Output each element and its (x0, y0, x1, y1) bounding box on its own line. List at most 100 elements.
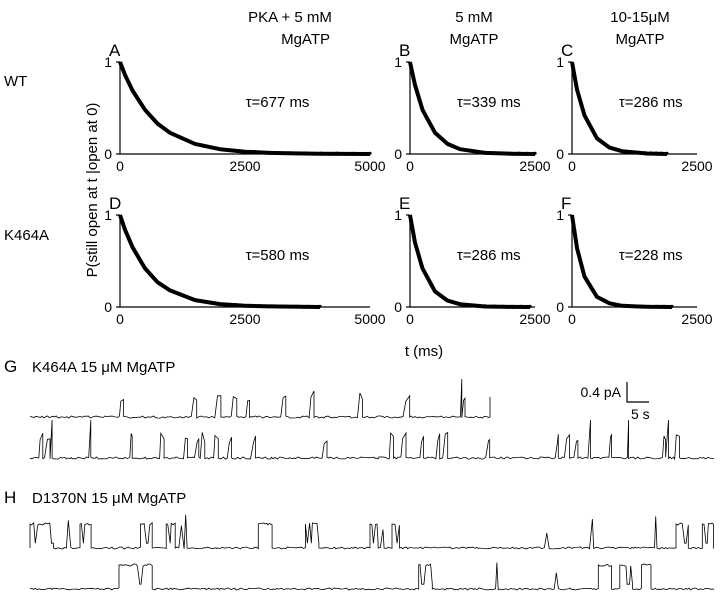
trace-g-row2 (29, 419, 715, 461)
panel-letter: C (561, 41, 573, 60)
tail-data-point (647, 304, 651, 308)
tail-data-point (282, 304, 286, 308)
tail-data-point (616, 303, 620, 307)
x-tick-label: 2500 (519, 311, 550, 327)
x-tick-label: 2500 (681, 311, 712, 327)
tau-label: τ=228 ms (619, 247, 683, 264)
panel-letter: E (399, 194, 410, 213)
tau-label: τ=677 ms (246, 94, 310, 111)
tail-data-point (270, 150, 274, 154)
y-tick-label: 1 (394, 207, 402, 223)
tail-data-point (302, 151, 307, 155)
tail-data-point (639, 304, 643, 308)
tau-label: τ=286 ms (619, 94, 683, 111)
y-tick-label: 1 (556, 54, 564, 70)
tail-data-point (352, 151, 356, 155)
tail-data-point (533, 151, 537, 155)
tail-data-point (286, 151, 290, 155)
x-tick-label: 5000 (354, 158, 385, 174)
tail-data-point (662, 304, 666, 308)
exponential-fit (119, 214, 320, 308)
tau-label: τ=339 ms (457, 94, 521, 111)
tail-data-point (643, 151, 648, 155)
y-axis-label: P(still open at t |open at 0) (84, 103, 101, 278)
panel-c: 1 00 2500 Cτ=286 ms (556, 41, 713, 174)
tail-data-point (483, 304, 487, 308)
y-tick-label: 1 (556, 207, 564, 223)
tail-data-point (528, 304, 532, 308)
tail-data-point (510, 304, 514, 308)
trace-h-row2 (29, 562, 715, 591)
tail-data-point (665, 151, 669, 155)
column-title-2-line2: MgATP (450, 31, 499, 48)
tail-data-point (638, 151, 642, 155)
tail-data-point (654, 151, 658, 155)
y-tick-label: 0 (556, 299, 564, 315)
trace-g-letter: G (4, 357, 17, 376)
column-titles: PKA + 5 mM MgATP 5 mM MgATP 10-15μM MgAT… (248, 9, 670, 48)
tail-data-point (253, 150, 257, 154)
panel-d: 1 00 2500 5000 Dτ=580 ms (104, 194, 386, 327)
tail-data-point (294, 304, 298, 308)
x-tick-label: 0 (406, 311, 414, 327)
tail-data-point (660, 151, 664, 155)
row-label-wt: WT (4, 73, 27, 90)
trace-h: H D1370N 15 μM MgATP (4, 488, 715, 591)
tail-data-point (306, 304, 310, 308)
x-axis-label: t (ms) (405, 343, 443, 360)
tail-data-point (474, 303, 478, 308)
x-tick-label: 0 (116, 311, 124, 327)
tail-data-point (476, 150, 480, 154)
trace-g-title: K464A 15 μM MgATP (32, 359, 175, 376)
column-title-3-line1: 10-15μM (610, 9, 670, 26)
tail-data-point (633, 150, 637, 154)
tail-data-point (501, 304, 505, 308)
tail-data-point (270, 304, 274, 308)
panel-letter: B (399, 41, 410, 60)
tail-data-point (508, 151, 513, 155)
tail-data-point (631, 304, 635, 308)
panel-f: 1 00 2500 Fτ=228 ms (556, 194, 713, 327)
scale-bar: 0.4 pA 5 s (581, 382, 650, 422)
y-tick-label: 0 (556, 146, 564, 162)
exponential-fit (409, 61, 535, 155)
y-tick-label: 0 (394, 299, 402, 315)
x-tick-label: 0 (568, 311, 576, 327)
y-tick-label: 0 (104, 146, 112, 162)
tail-data-point (492, 304, 496, 308)
panel-letter: D (109, 194, 121, 213)
trace-h-title: D1370N 15 μM MgATP (32, 490, 186, 507)
panel-e: 1 00 2500 Eτ=286 ms (394, 194, 551, 327)
x-tick-label: 0 (568, 158, 576, 174)
trace-g-row1 (29, 378, 491, 419)
tail-data-point (234, 303, 238, 307)
tail-data-point (623, 303, 628, 308)
panel-a: 1 00 2500 5000 Aτ=677 ms (104, 41, 386, 174)
tail-data-point (246, 303, 250, 307)
tail-data-point (654, 304, 659, 308)
y-tick-label: 1 (104, 54, 112, 70)
x-tick-label: 2500 (229, 311, 260, 327)
scale-bar-current-label: 0.4 pA (581, 384, 622, 400)
trace-h-letter: H (4, 488, 16, 507)
y-tick-label: 1 (394, 54, 402, 70)
tail-data-point (465, 303, 469, 307)
panel-b: 1 00 2500 Bτ=339 ms (394, 41, 551, 174)
tau-label: τ=286 ms (457, 247, 521, 264)
tau-label: τ=580 ms (246, 247, 310, 264)
tail-data-point (368, 151, 372, 155)
tail-data-point (525, 151, 529, 155)
column-title-1-line1: PKA + 5 mM (248, 9, 332, 26)
column-title-1-line2: MgATP (281, 31, 330, 48)
scale-bar-lines (626, 382, 649, 403)
column-title-2-line1: 5 mM (455, 9, 493, 26)
trace-g: G K464A 15 μM MgATP (4, 357, 715, 461)
x-tick-label: 0 (116, 158, 124, 174)
column-title-3-line2: MgATP (616, 31, 665, 48)
tail-data-point (517, 151, 521, 155)
scale-bar-time-label: 5 s (631, 406, 650, 422)
y-tick-label: 0 (104, 299, 112, 315)
tail-data-point (519, 304, 523, 308)
